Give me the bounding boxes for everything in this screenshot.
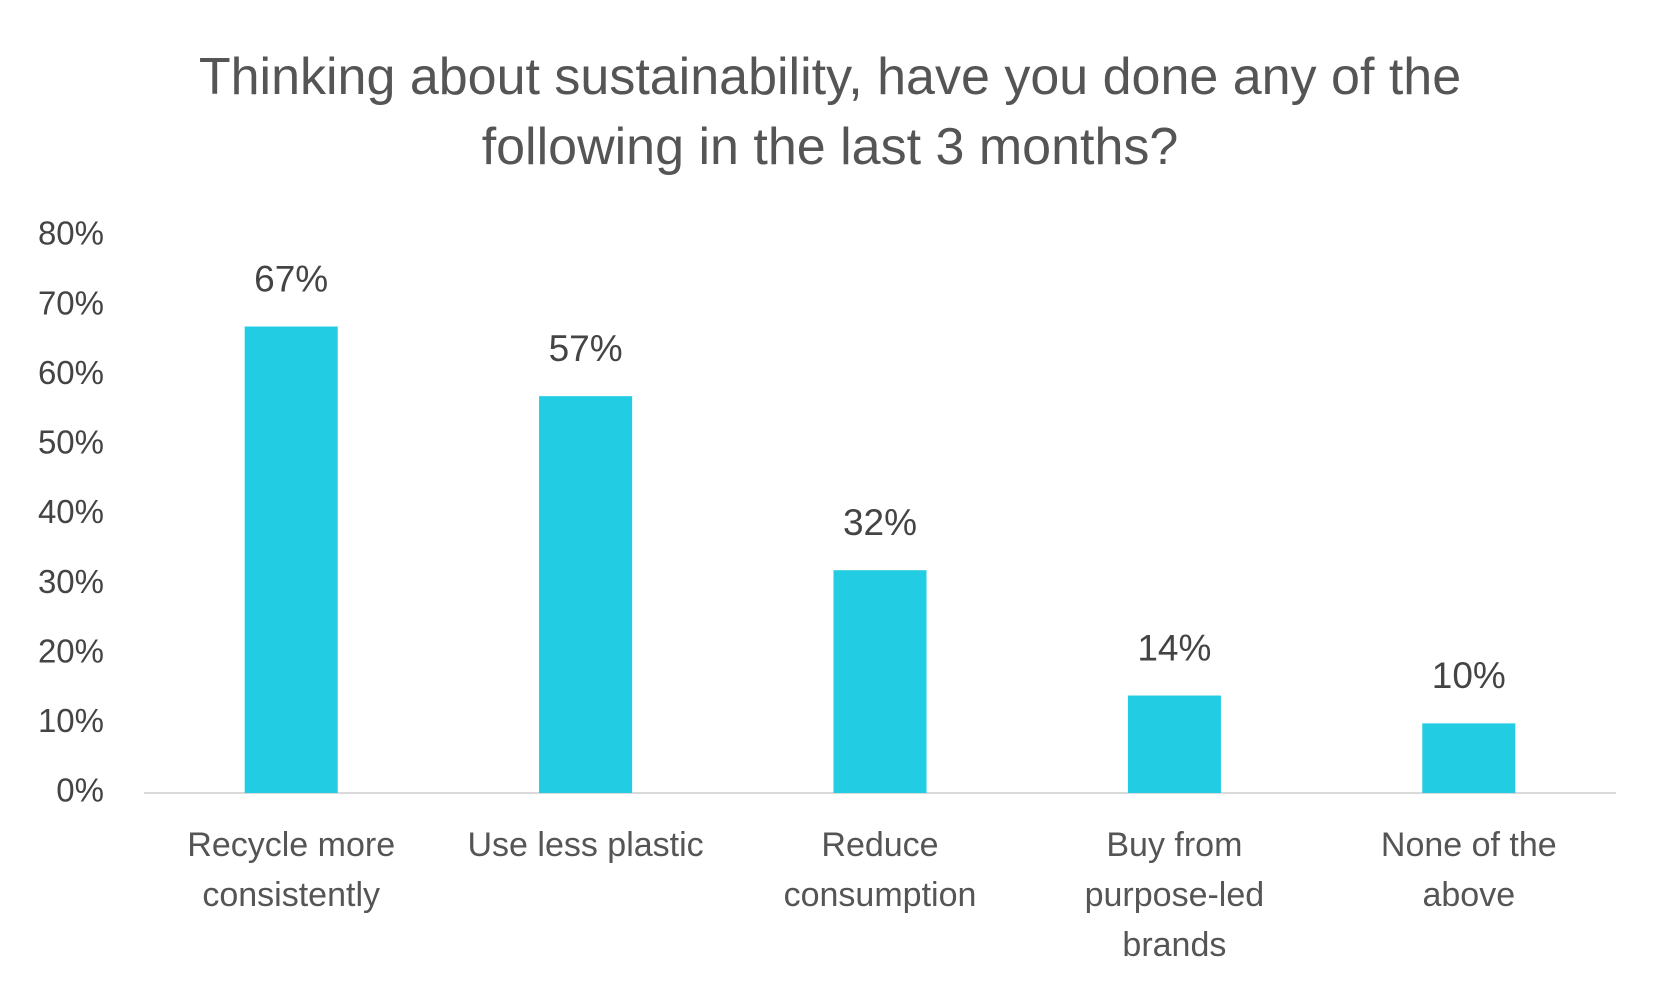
bar (1127, 695, 1221, 793)
y-tick-label: 50% (38, 424, 104, 461)
y-tick-label: 20% (38, 632, 104, 669)
x-tick-label: Recycle more consistently (187, 826, 396, 914)
y-tick-label: 10% (38, 702, 104, 739)
bar (539, 396, 633, 793)
bar (1422, 723, 1516, 793)
y-tick-label: 60% (38, 354, 104, 391)
x-tick-label: Buy from purpose-led brands (1084, 826, 1265, 964)
data-label: 14% (1137, 627, 1211, 668)
y-tick-label: 70% (38, 284, 104, 321)
y-tick-label: 0% (56, 772, 104, 809)
data-label: 10% (1432, 655, 1506, 696)
x-tick-label: Reduce consumption (783, 826, 977, 914)
bar (244, 326, 338, 793)
y-tick-label: 30% (38, 563, 104, 600)
x-tick-label: Use less plastic (467, 826, 704, 864)
y-tick-label: 80% (38, 215, 104, 252)
y-tick-label: 40% (38, 493, 104, 530)
chart-title: Thinking about sustainability, have you … (198, 48, 1462, 176)
x-tick-label: None of the above (1380, 826, 1557, 914)
data-label: 57% (549, 328, 623, 369)
bar (833, 570, 927, 793)
data-label: 67% (254, 258, 328, 299)
data-label: 32% (843, 502, 917, 543)
